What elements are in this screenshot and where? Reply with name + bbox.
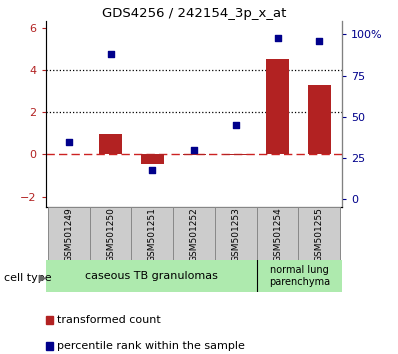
Bar	[257, 260, 342, 292]
Bar	[141, 154, 164, 164]
Bar	[99, 134, 122, 154]
Text: GSM501252: GSM501252	[189, 207, 199, 262]
Text: GSM501249: GSM501249	[64, 207, 73, 262]
Bar	[46, 260, 257, 292]
Title: GDS4256 / 242154_3p_x_at: GDS4256 / 242154_3p_x_at	[102, 7, 286, 20]
Bar	[48, 207, 90, 260]
Bar	[308, 85, 331, 154]
Bar	[266, 59, 289, 154]
Text: cell type: cell type	[4, 273, 52, 283]
Text: GSM501250: GSM501250	[106, 207, 115, 262]
Point	[232, 122, 239, 128]
Text: GSM501255: GSM501255	[315, 207, 324, 262]
Text: caseous TB granulomas: caseous TB granulomas	[85, 271, 218, 281]
Bar	[131, 207, 173, 260]
Bar	[257, 207, 298, 260]
Bar	[173, 207, 215, 260]
Bar	[224, 154, 247, 155]
Text: transformed count: transformed count	[57, 315, 160, 325]
Text: normal lung
parenchyma: normal lung parenchyma	[269, 265, 330, 287]
Point	[149, 167, 156, 173]
Text: percentile rank within the sample: percentile rank within the sample	[57, 341, 245, 351]
Text: GSM501251: GSM501251	[148, 207, 157, 262]
Text: GSM501253: GSM501253	[231, 207, 240, 262]
Point	[107, 51, 114, 57]
Bar	[298, 207, 340, 260]
Bar	[215, 207, 257, 260]
Point	[274, 35, 281, 41]
Point	[191, 147, 197, 153]
Point	[316, 38, 322, 44]
Bar	[90, 207, 131, 260]
Bar	[183, 154, 205, 155]
Text: ▶: ▶	[39, 273, 47, 283]
Point	[66, 139, 72, 144]
Text: GSM501254: GSM501254	[273, 207, 282, 262]
